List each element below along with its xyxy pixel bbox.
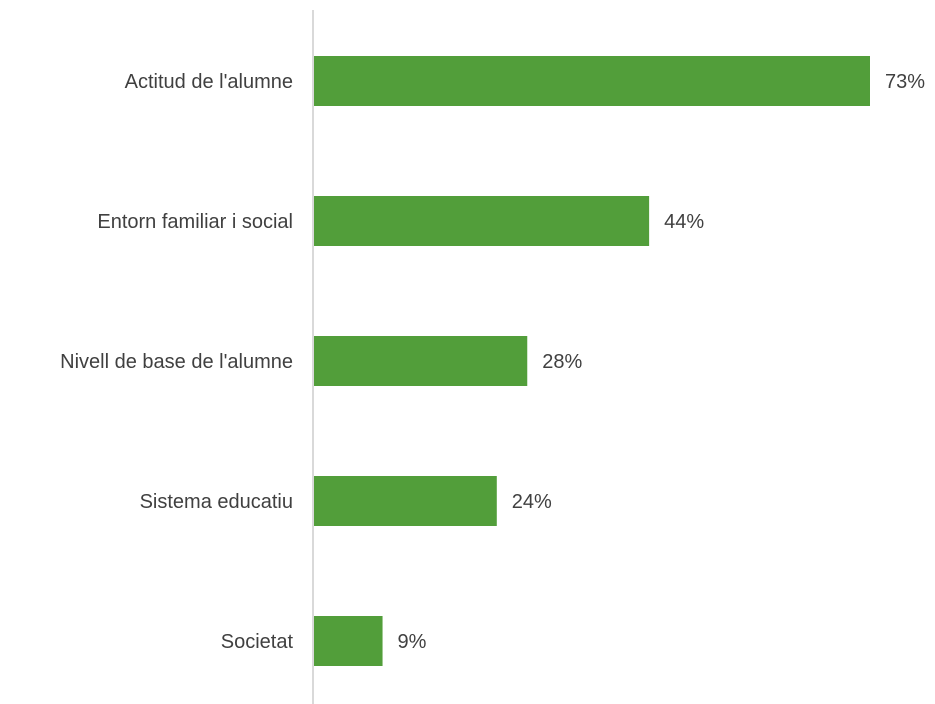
category-labels-group: Actitud de l'alumne Entorn familiar i soc… [60, 71, 293, 653]
value-labels-group: 73% 44% 28% 24% 9% [398, 71, 926, 653]
bar-4 [314, 616, 383, 666]
value-label-3: 24% [512, 491, 552, 513]
category-label-0: Actitud de l'alumne [125, 71, 293, 93]
value-label-4: 9% [398, 631, 427, 653]
category-label-3: Sistema educatiu [140, 491, 293, 513]
bars-group [314, 56, 870, 666]
category-label-2: Nivell de base de l'alumne [60, 351, 293, 373]
bar-0 [314, 56, 870, 106]
bar-1 [314, 196, 650, 246]
value-label-0: 73% [885, 71, 925, 93]
bar-3 [314, 476, 497, 526]
value-label-2: 28% [542, 351, 582, 373]
category-label-1: Entorn familiar i social [97, 211, 293, 233]
bar-2 [314, 336, 528, 386]
category-label-4: Societat [221, 631, 294, 653]
value-label-1: 44% [664, 211, 704, 233]
